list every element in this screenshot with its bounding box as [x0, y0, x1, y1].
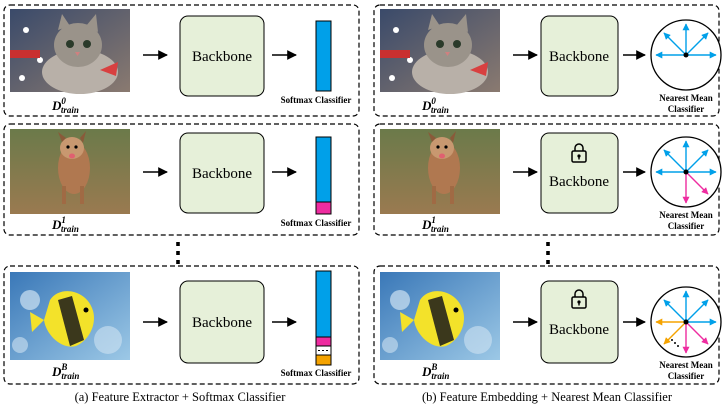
nmc-label: Nearest Mean — [659, 360, 713, 370]
softmax-label: Softmax Classifier — [281, 218, 352, 228]
caption-right: (b) Feature Embedding + Nearest Mean Cla… — [422, 390, 673, 404]
backbone-box-b0 — [540, 15, 619, 97]
fish-image-b — [380, 272, 500, 360]
nmc-circle-1 — [650, 136, 722, 208]
backbone-label: Backbone — [192, 166, 252, 182]
nmc-circle-0 — [650, 19, 722, 91]
dog-image — [10, 129, 130, 214]
nmc-label: Nearest Mean — [659, 93, 713, 103]
data-label-b1: D1 train — [421, 215, 449, 234]
backbone-label: Backbone — [549, 174, 609, 190]
ellipsis-a: ⋮ — [165, 238, 191, 267]
softmax-bar-b — [315, 270, 332, 366]
panel-b-stage-1 — [373, 123, 720, 236]
data-label-a0: D0 train — [51, 96, 79, 115]
ellipsis-b: ⋮ — [535, 238, 561, 267]
data-label-b0: D0 train — [421, 96, 449, 115]
caption-left: (a) Feature Extractor + Softmax Classifi… — [75, 390, 287, 404]
panel-a-stage-1 — [3, 123, 360, 236]
nmc-label: Classifier — [668, 221, 705, 231]
nmc-label: Classifier — [668, 371, 705, 381]
dog-image-b — [380, 129, 500, 214]
backbone-box-a0 — [179, 15, 265, 97]
lock-icon — [571, 289, 587, 309]
data-label-ab: DB train — [51, 362, 79, 381]
panel-a-stage-b — [3, 265, 360, 385]
backbone-label: Backbone — [192, 315, 252, 331]
nmc-label: Classifier — [668, 104, 705, 114]
backbone-box-bb — [540, 280, 619, 364]
backbone-box-b1 — [540, 132, 619, 214]
data-label-bb: DB train — [421, 362, 449, 381]
backbone-box-a1 — [179, 132, 265, 214]
backbone-label: Backbone — [549, 49, 609, 65]
panel-a-stage-0 — [3, 4, 360, 117]
nmc-circle-b — [650, 286, 722, 358]
softmax-bar-0 — [315, 20, 332, 92]
data-label-a1: D1 train — [51, 215, 79, 234]
backbone-label: Backbone — [549, 322, 609, 338]
backbone-label: Backbone — [192, 49, 252, 65]
softmax-label: Softmax Classifier — [281, 95, 352, 105]
cat-image-b — [380, 9, 500, 94]
panel-b-stage-0 — [373, 4, 720, 117]
cat-image — [10, 9, 130, 94]
softmax-bar-1 — [315, 136, 332, 215]
backbone-box-ab — [179, 280, 265, 364]
fish-image — [10, 272, 130, 360]
softmax-label: Softmax Classifier — [281, 368, 352, 378]
nmc-label: Nearest Mean — [659, 210, 713, 220]
lock-icon — [571, 143, 587, 163]
